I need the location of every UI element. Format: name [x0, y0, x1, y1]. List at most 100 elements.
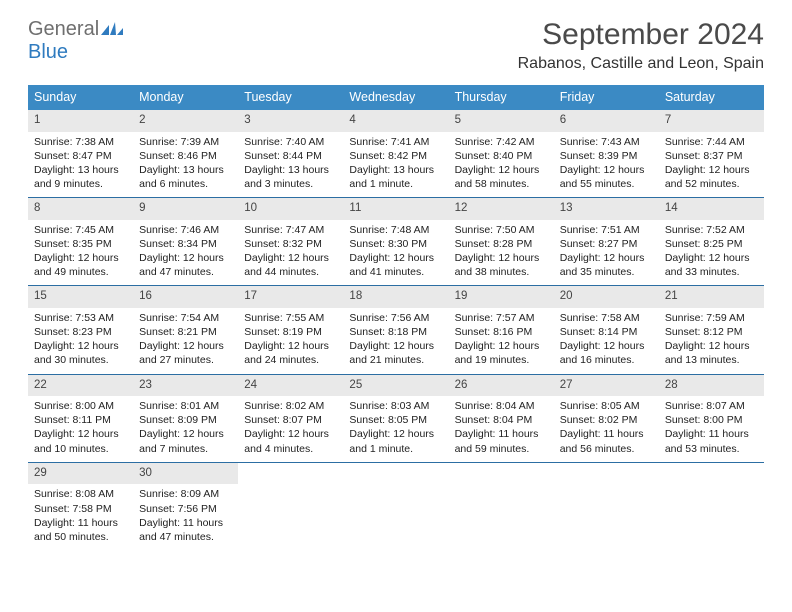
day-body: Sunrise: 7:50 AMSunset: 8:28 PMDaylight:…	[449, 220, 554, 286]
day-body: Sunrise: 7:45 AMSunset: 8:35 PMDaylight:…	[28, 220, 133, 286]
daylight-line: Daylight: 11 hours and 59 minutes.	[455, 427, 548, 455]
day-number: 23	[133, 375, 238, 397]
daylight-line: Daylight: 12 hours and 1 minute.	[349, 427, 442, 455]
calendar-day-cell: 14Sunrise: 7:52 AMSunset: 8:25 PMDayligh…	[659, 198, 764, 285]
daylight-line: Daylight: 12 hours and 4 minutes.	[244, 427, 337, 455]
day-body: Sunrise: 7:48 AMSunset: 8:30 PMDaylight:…	[343, 220, 448, 286]
sunrise-line: Sunrise: 7:58 AM	[560, 311, 653, 325]
day-number: 2	[133, 110, 238, 132]
weekday-header: Monday	[133, 85, 238, 110]
day-body: Sunrise: 7:59 AMSunset: 8:12 PMDaylight:…	[659, 308, 764, 374]
day-body: Sunrise: 8:07 AMSunset: 8:00 PMDaylight:…	[659, 396, 764, 462]
sunset-line: Sunset: 8:34 PM	[139, 237, 232, 251]
day-body: Sunrise: 7:44 AMSunset: 8:37 PMDaylight:…	[659, 132, 764, 198]
daylight-line: Daylight: 11 hours and 50 minutes.	[34, 516, 127, 544]
daylight-line: Daylight: 13 hours and 6 minutes.	[139, 163, 232, 191]
day-body: Sunrise: 7:43 AMSunset: 8:39 PMDaylight:…	[554, 132, 659, 198]
logo-text-blue: Blue	[28, 41, 68, 63]
calendar-day-cell: 26Sunrise: 8:04 AMSunset: 8:04 PMDayligh…	[449, 375, 554, 462]
day-body: Sunrise: 8:02 AMSunset: 8:07 PMDaylight:…	[238, 396, 343, 462]
calendar-day-cell: 12Sunrise: 7:50 AMSunset: 8:28 PMDayligh…	[449, 198, 554, 285]
daylight-line: Daylight: 12 hours and 58 minutes.	[455, 163, 548, 191]
day-body: Sunrise: 7:38 AMSunset: 8:47 PMDaylight:…	[28, 132, 133, 198]
daylight-line: Daylight: 13 hours and 9 minutes.	[34, 163, 127, 191]
daylight-line: Daylight: 12 hours and 16 minutes.	[560, 339, 653, 367]
calendar-day-cell: 16Sunrise: 7:54 AMSunset: 8:21 PMDayligh…	[133, 286, 238, 373]
day-number: 18	[343, 286, 448, 308]
sunrise-line: Sunrise: 7:53 AM	[34, 311, 127, 325]
day-number: 30	[133, 463, 238, 485]
weekday-header: Tuesday	[238, 85, 343, 110]
flag-icon	[101, 19, 123, 35]
sunset-line: Sunset: 8:42 PM	[349, 149, 442, 163]
sunrise-line: Sunrise: 8:02 AM	[244, 399, 337, 413]
day-number: 4	[343, 110, 448, 132]
daylight-line: Daylight: 13 hours and 3 minutes.	[244, 163, 337, 191]
sunset-line: Sunset: 8:47 PM	[34, 149, 127, 163]
day-body: Sunrise: 7:47 AMSunset: 8:32 PMDaylight:…	[238, 220, 343, 286]
calendar-day-cell: 10Sunrise: 7:47 AMSunset: 8:32 PMDayligh…	[238, 198, 343, 285]
daylight-line: Daylight: 12 hours and 55 minutes.	[560, 163, 653, 191]
sunset-line: Sunset: 8:40 PM	[455, 149, 548, 163]
daylight-line: Daylight: 12 hours and 13 minutes.	[665, 339, 758, 367]
day-body: Sunrise: 7:58 AMSunset: 8:14 PMDaylight:…	[554, 308, 659, 374]
sunrise-line: Sunrise: 8:07 AM	[665, 399, 758, 413]
sunrise-line: Sunrise: 7:59 AM	[665, 311, 758, 325]
sunrise-line: Sunrise: 8:09 AM	[139, 487, 232, 501]
sunrise-line: Sunrise: 7:44 AM	[665, 135, 758, 149]
sunset-line: Sunset: 8:00 PM	[665, 413, 758, 427]
day-body: Sunrise: 7:57 AMSunset: 8:16 PMDaylight:…	[449, 308, 554, 374]
calendar-day-cell: 24Sunrise: 8:02 AMSunset: 8:07 PMDayligh…	[238, 375, 343, 462]
calendar-day-cell: 8Sunrise: 7:45 AMSunset: 8:35 PMDaylight…	[28, 198, 133, 285]
daylight-line: Daylight: 12 hours and 19 minutes.	[455, 339, 548, 367]
day-body: Sunrise: 8:09 AMSunset: 7:56 PMDaylight:…	[133, 484, 238, 550]
daylight-line: Daylight: 12 hours and 38 minutes.	[455, 251, 548, 279]
day-body: Sunrise: 7:52 AMSunset: 8:25 PMDaylight:…	[659, 220, 764, 286]
calendar: SundayMondayTuesdayWednesdayThursdayFrid…	[28, 85, 764, 550]
calendar-day-cell: 9Sunrise: 7:46 AMSunset: 8:34 PMDaylight…	[133, 198, 238, 285]
daylight-line: Daylight: 12 hours and 49 minutes.	[34, 251, 127, 279]
day-body: Sunrise: 7:39 AMSunset: 8:46 PMDaylight:…	[133, 132, 238, 198]
sunset-line: Sunset: 8:44 PM	[244, 149, 337, 163]
sunset-line: Sunset: 8:12 PM	[665, 325, 758, 339]
sunrise-line: Sunrise: 7:47 AM	[244, 223, 337, 237]
sunrise-line: Sunrise: 8:04 AM	[455, 399, 548, 413]
day-body: Sunrise: 7:55 AMSunset: 8:19 PMDaylight:…	[238, 308, 343, 374]
calendar-day-cell: 4Sunrise: 7:41 AMSunset: 8:42 PMDaylight…	[343, 110, 448, 197]
sunset-line: Sunset: 8:32 PM	[244, 237, 337, 251]
calendar-day-cell: 11Sunrise: 7:48 AMSunset: 8:30 PMDayligh…	[343, 198, 448, 285]
daylight-line: Daylight: 12 hours and 41 minutes.	[349, 251, 442, 279]
day-number: 6	[554, 110, 659, 132]
day-number: 7	[659, 110, 764, 132]
day-number: 25	[343, 375, 448, 397]
calendar-week: 8Sunrise: 7:45 AMSunset: 8:35 PMDaylight…	[28, 198, 764, 286]
sunrise-line: Sunrise: 7:52 AM	[665, 223, 758, 237]
day-number: 1	[28, 110, 133, 132]
sunrise-line: Sunrise: 7:42 AM	[455, 135, 548, 149]
daylight-line: Daylight: 12 hours and 7 minutes.	[139, 427, 232, 455]
sunset-line: Sunset: 8:07 PM	[244, 413, 337, 427]
daylight-line: Daylight: 12 hours and 21 minutes.	[349, 339, 442, 367]
calendar-day-cell: 3Sunrise: 7:40 AMSunset: 8:44 PMDaylight…	[238, 110, 343, 197]
day-number: 22	[28, 375, 133, 397]
day-number: 19	[449, 286, 554, 308]
daylight-line: Daylight: 11 hours and 47 minutes.	[139, 516, 232, 544]
day-body: Sunrise: 8:00 AMSunset: 8:11 PMDaylight:…	[28, 396, 133, 462]
day-body: Sunrise: 7:46 AMSunset: 8:34 PMDaylight:…	[133, 220, 238, 286]
sunrise-line: Sunrise: 7:54 AM	[139, 311, 232, 325]
weekday-header: Wednesday	[343, 85, 448, 110]
daylight-line: Daylight: 12 hours and 24 minutes.	[244, 339, 337, 367]
sunset-line: Sunset: 7:56 PM	[139, 502, 232, 516]
weekday-header: Sunday	[28, 85, 133, 110]
day-number: 20	[554, 286, 659, 308]
day-number: 24	[238, 375, 343, 397]
weekday-header: Thursday	[449, 85, 554, 110]
sunset-line: Sunset: 8:30 PM	[349, 237, 442, 251]
sunset-line: Sunset: 8:11 PM	[34, 413, 127, 427]
sunset-line: Sunset: 8:39 PM	[560, 149, 653, 163]
month-title: September 2024	[518, 18, 764, 52]
daylight-line: Daylight: 12 hours and 27 minutes.	[139, 339, 232, 367]
calendar-day-cell	[554, 463, 659, 550]
calendar-day-cell: 19Sunrise: 7:57 AMSunset: 8:16 PMDayligh…	[449, 286, 554, 373]
sunset-line: Sunset: 8:04 PM	[455, 413, 548, 427]
